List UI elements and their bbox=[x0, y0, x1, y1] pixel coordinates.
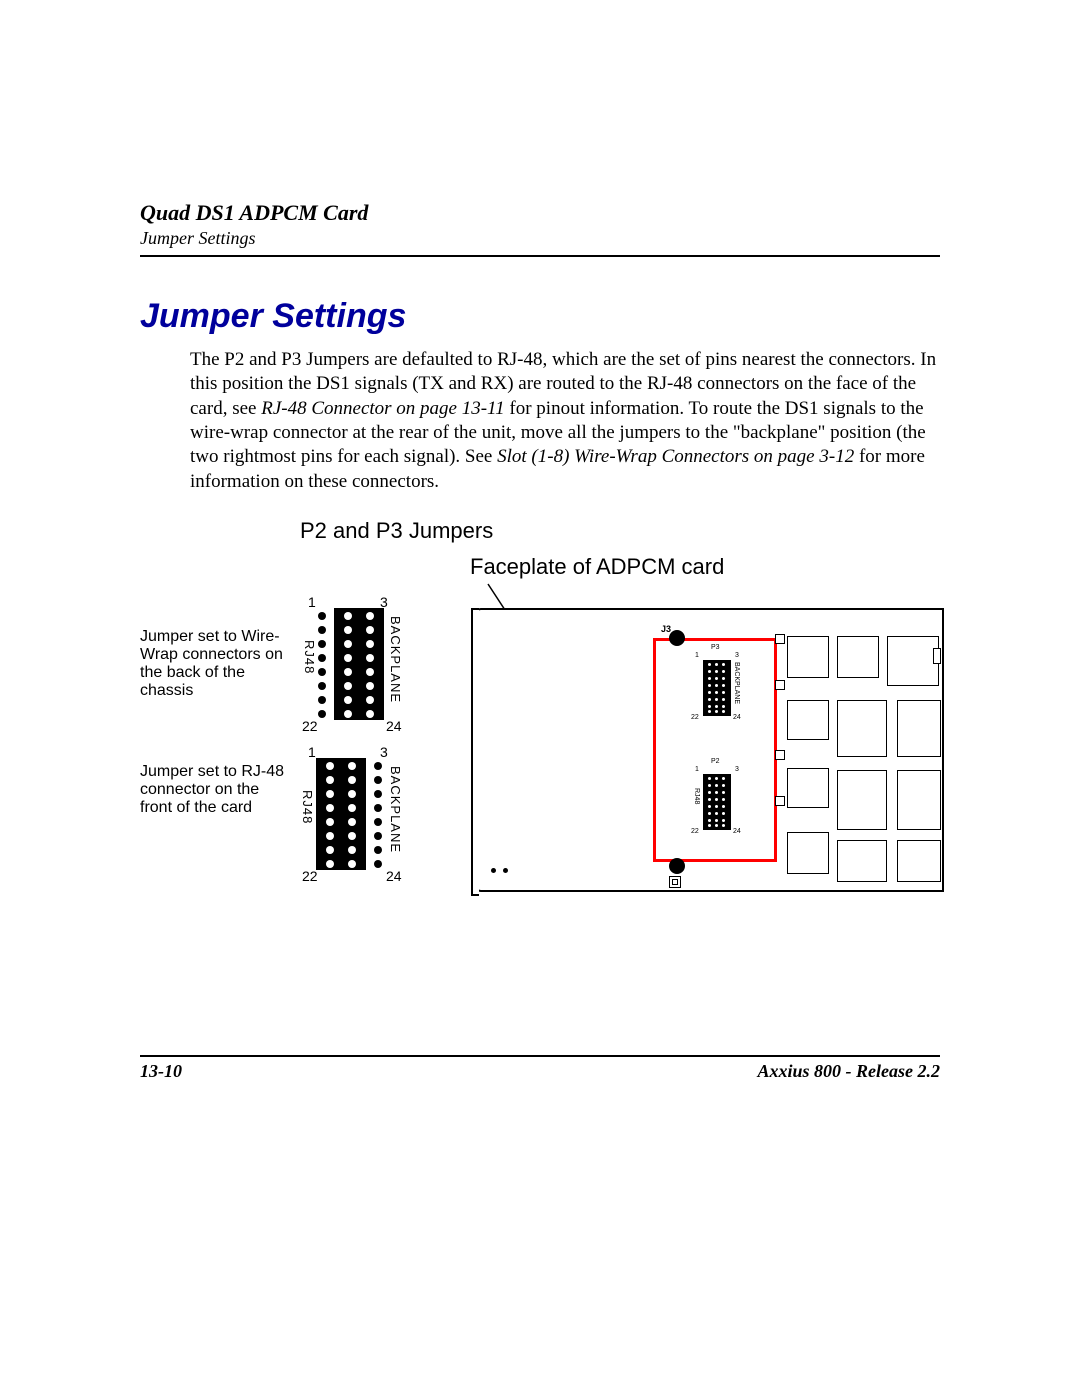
footer-page-number: 13-10 bbox=[140, 1061, 182, 1082]
body-paragraph: The P2 and P3 Jumpers are defaulted to R… bbox=[190, 348, 940, 494]
header-title: Quad DS1 ADPCM Card bbox=[140, 200, 940, 226]
mini-3-p2: 3 bbox=[735, 766, 739, 773]
mini-22-p3: 22 bbox=[691, 714, 699, 721]
footer-product: Axxius 800 - Release 2.2 bbox=[758, 1061, 941, 1082]
vlabel-rj48-a: RJ48 bbox=[302, 640, 317, 674]
document-page: Quad DS1 ADPCM Card Jumper Settings Jump… bbox=[0, 0, 1080, 1397]
para-ref-2: Slot (1-8) Wire-Wrap Connectors on page … bbox=[497, 446, 854, 467]
pin-num-22b: 22 bbox=[302, 868, 318, 884]
circuit-board: J3 P3 1 3 bbox=[475, 608, 944, 892]
caption-rj48: Jumper set to RJ-48 connector on the fro… bbox=[140, 763, 290, 817]
mini-3-p3: 3 bbox=[735, 652, 739, 659]
mini-p3-body bbox=[703, 660, 731, 716]
chip bbox=[897, 770, 941, 830]
mini-backplane-p3: BACKPLANE bbox=[733, 662, 740, 704]
chip bbox=[787, 832, 829, 874]
p2-label: P2 bbox=[711, 758, 720, 765]
chip bbox=[787, 636, 829, 678]
pin-num-24a: 24 bbox=[386, 718, 402, 734]
small-box-bl bbox=[669, 876, 681, 888]
mini-rj48-p2: RJ48 bbox=[693, 788, 700, 804]
header-rule bbox=[140, 255, 940, 257]
mini-1-p3: 1 bbox=[695, 652, 699, 659]
chip bbox=[897, 840, 941, 882]
chip bbox=[837, 700, 887, 757]
vlabel-backplane-a: BACKPLANE bbox=[388, 616, 403, 703]
chip bbox=[837, 636, 879, 678]
screw-top bbox=[669, 630, 685, 646]
page-footer: 13-10 Axxius 800 - Release 2.2 bbox=[140, 1049, 940, 1082]
pin-num-1b: 1 bbox=[308, 744, 316, 760]
vlabel-rj48-b: RJ48 bbox=[300, 790, 315, 824]
subheading-faceplate: Faceplate of ADPCM card bbox=[470, 554, 940, 580]
screw-bottom bbox=[669, 858, 685, 874]
footer-rule bbox=[140, 1055, 940, 1057]
mini-24-p3: 24 bbox=[733, 714, 741, 721]
chip bbox=[787, 768, 829, 808]
vlabel-backplane-b: BACKPLANE bbox=[388, 766, 403, 853]
section-heading: Jumper Settings bbox=[140, 297, 940, 336]
pin-num-3b: 3 bbox=[380, 744, 388, 760]
running-header: Quad DS1 ADPCM Card Jumper Settings bbox=[140, 200, 940, 257]
pin-num-24b: 24 bbox=[386, 868, 402, 884]
chip bbox=[887, 636, 939, 686]
para-ref-1: RJ-48 Connector on page 13-11 bbox=[261, 398, 504, 419]
mini-24-p2: 24 bbox=[733, 828, 741, 835]
chip bbox=[897, 700, 941, 757]
p3-label: P3 bbox=[711, 644, 720, 651]
chip bbox=[787, 700, 829, 740]
mini-p2-body bbox=[703, 774, 731, 830]
pin-num-1: 1 bbox=[308, 594, 316, 610]
subheading-jumpers: P2 and P3 Jumpers bbox=[300, 518, 940, 544]
jumper-top-body bbox=[334, 608, 384, 720]
diagram-area: Jumper set to Wire-Wrap connectors on th… bbox=[140, 588, 940, 1008]
mini-1-p2: 1 bbox=[695, 766, 699, 773]
chip bbox=[837, 770, 887, 830]
faceplate-bar bbox=[471, 608, 479, 896]
header-subtitle: Jumper Settings bbox=[140, 228, 940, 249]
caption-wirewrap: Jumper set to Wire-Wrap connectors on th… bbox=[140, 628, 300, 700]
chip bbox=[837, 840, 887, 882]
mini-22-p2: 22 bbox=[691, 828, 699, 835]
pin-num-22a: 22 bbox=[302, 718, 318, 734]
jumper-bottom-body bbox=[316, 758, 366, 870]
